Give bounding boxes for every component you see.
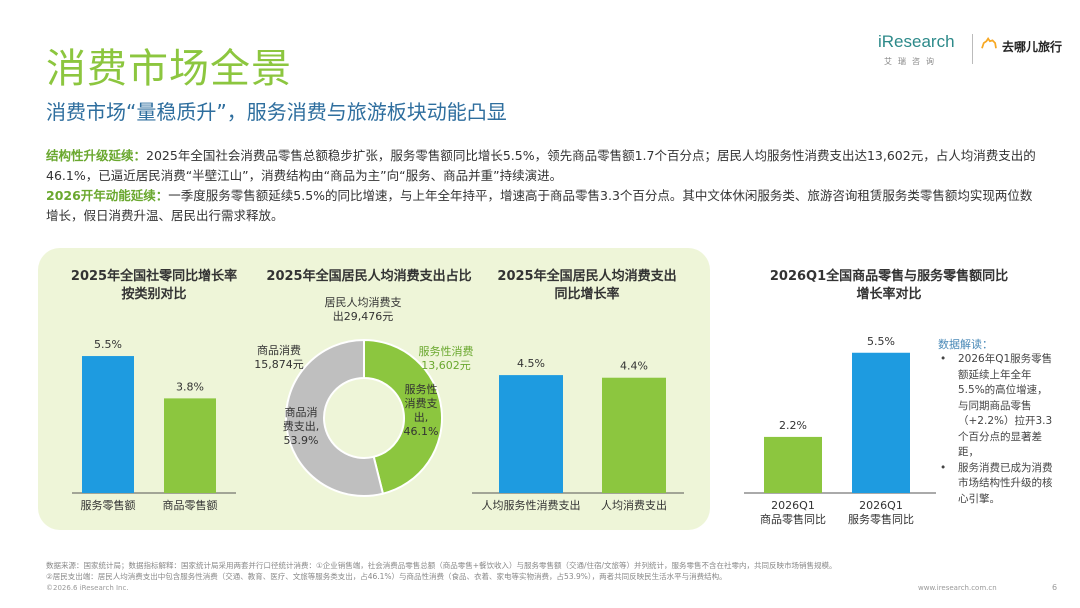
iresearch-logo: iResearch bbox=[878, 32, 955, 51]
chart-3-category-label: 人均服务性消费支出 bbox=[482, 498, 581, 512]
logo-area: iResearch 艾瑞咨询 去哪儿旅行 bbox=[878, 30, 1068, 74]
footer-source-1: 数据来源：国家统计局；数据指标解释：国家统计局采用两套并行口径统计消费：①企业销… bbox=[46, 561, 837, 570]
chart-2-slice-label: 服务性 bbox=[405, 382, 438, 396]
chart-2-slice-label: 46.1% bbox=[404, 425, 439, 438]
chart-3-data-label: 4.4% bbox=[620, 360, 648, 373]
site-url: www.iresearch.com.cn bbox=[918, 584, 997, 592]
chart-4-category-label: 服务零售同比 bbox=[848, 512, 914, 526]
note-item: • 2026年Q1服务零售额延续上年全年5.5%的高位增速，与同期商品零售（+2.… bbox=[940, 353, 1053, 458]
page-number: 6 bbox=[1052, 583, 1058, 592]
chart-1-title-line-1: 2025年全国社零同比增长率 bbox=[70, 269, 238, 284]
chart-2-total-label: 居民人均消费支 bbox=[325, 295, 402, 309]
paragraph-label: 结构性升级延续： bbox=[46, 148, 147, 163]
logo-divider bbox=[972, 34, 973, 64]
chart-4-title: 2026Q1全国商品零售与服务零售额同比 增长率对比 bbox=[744, 268, 1034, 304]
chart-4-data-label: 2.2% bbox=[779, 419, 807, 432]
chart-2-series-label: 服务性消费 bbox=[419, 344, 474, 358]
footer-source-2: ②居民支出端：居民人均消费支出中包含服务性消费（交通、教育、医疗、文旅等服务类支… bbox=[46, 572, 727, 581]
paragraph-1: 结构性升级延续：2025年全国社会消费品零售总额稳步扩张，服务零售额同比增长5.… bbox=[46, 146, 1036, 186]
footer-source: 数据来源：国家统计局；数据指标解释：国家统计局采用两套并行口径统计消费：①企业销… bbox=[46, 560, 1046, 582]
chart-2-slice-label: 出, bbox=[414, 410, 429, 424]
iresearch-logo-sub: 艾瑞咨询 bbox=[884, 57, 940, 66]
chart-2-series-amount: 13,602元 bbox=[421, 359, 471, 372]
paragraph-2: 2026开年动能延续：一季度服务零售额延续5.5%的同比增速，与上年全年持平，增… bbox=[46, 186, 1036, 226]
chart-2-slice-label: 消费支 bbox=[405, 396, 438, 410]
chart-2-slice-service bbox=[363, 338, 443, 495]
chart-1-title-line-2: 按类别对比 bbox=[121, 287, 187, 302]
chart-4-title-line-1: 2026Q1全国商品零售与服务零售额同比 bbox=[769, 269, 1009, 284]
chart-3-bar bbox=[499, 375, 563, 493]
chart-1-title: 2025年全国社零同比增长率 按类别对比 bbox=[56, 268, 252, 304]
chart-4-title-line-2: 增长率对比 bbox=[856, 287, 922, 302]
paragraph-text: 2025年全国社会消费品零售总额稳步扩张，服务零售额同比增长5.5%，领先商品零… bbox=[46, 148, 1036, 183]
intro-paragraphs: 结构性升级延续：2025年全国社会消费品零售总额稳步扩张，服务零售额同比增长5.… bbox=[46, 146, 1036, 226]
chart-2-title-line-1: 2025年全国居民人均消费支出占比 bbox=[266, 269, 472, 284]
chart-1-bar bbox=[164, 398, 216, 493]
chart-3-title-line-1: 2025年全国居民人均消费支出 bbox=[497, 269, 677, 284]
chart-4-bar bbox=[852, 352, 910, 493]
chart-3-bar bbox=[602, 377, 666, 493]
note-title: 数据解读： bbox=[938, 338, 993, 351]
chart-2-slice-label: 商品消 bbox=[285, 405, 318, 419]
paragraph-label: 2026开年动能延续： bbox=[46, 188, 169, 203]
chart-1-category-label: 商品零售额 bbox=[163, 498, 218, 512]
chart-3-data-label: 4.5% bbox=[517, 357, 545, 370]
chart-1-bar bbox=[82, 356, 134, 493]
copyright: ©2026.6 iResearch Inc. bbox=[46, 584, 129, 592]
chart-3-title: 2025年全国居民人均消费支出 同比增长率 bbox=[480, 268, 694, 304]
chart-2-title: 2025年全国居民人均消费支出占比 bbox=[256, 268, 482, 286]
note-list: • 2026年Q1服务零售额延续上年全年5.5%的高位增速，与同期商品零售（+2.… bbox=[940, 352, 1058, 507]
page-subtitle: 消费市场“量稳质升”，服务消费与旅游板块动能凸显 bbox=[46, 100, 507, 124]
chart-4-bar bbox=[764, 436, 822, 493]
chart-2-slice-goods bbox=[285, 338, 385, 497]
chart-1-data-label: 3.8% bbox=[176, 380, 204, 393]
note-item-text: 2026年Q1服务零售额延续上年全年5.5%的高位增速，与同期商品零售（+2.2… bbox=[958, 353, 1053, 458]
paragraph-text: 一季度服务零售额延续5.5%的同比增速，与上年全年持平，增速高于商品零售3.3个… bbox=[46, 188, 1033, 223]
chart-3-title-line-2: 同比增长率 bbox=[554, 287, 620, 302]
chart-3-category-label: 人均消费支出 bbox=[601, 498, 667, 512]
chart-2-total-label: 出29,476元 bbox=[333, 309, 394, 323]
chart-4-data-label: 5.5% bbox=[867, 335, 895, 348]
chart-2-slice-label: 53.9% bbox=[284, 434, 319, 447]
note-item-text: 服务消费已成为消费市场结构性升级的核心引擎。 bbox=[958, 461, 1053, 505]
qunar-logo: 去哪儿旅行 bbox=[1002, 40, 1063, 54]
note-item: • 服务消费已成为消费市场结构性升级的核心引擎。 bbox=[940, 461, 1053, 505]
chart-2-series-label: 商品消费 bbox=[257, 343, 301, 357]
chart-4-category-label: 2026Q1 bbox=[771, 499, 815, 512]
camel-icon bbox=[981, 37, 997, 49]
chart-1-category-label: 服务零售额 bbox=[81, 498, 136, 512]
chart-2-series-amount: 15,874元 bbox=[254, 358, 304, 371]
chart-4-category-label: 2026Q1 bbox=[859, 499, 903, 512]
page-title: 消费市场全景 bbox=[46, 46, 292, 92]
chart-2-slice-label: 费支出, bbox=[283, 419, 320, 433]
chart-1-data-label: 5.5% bbox=[94, 338, 122, 351]
chart-4-category-label: 商品零售同比 bbox=[760, 512, 826, 526]
